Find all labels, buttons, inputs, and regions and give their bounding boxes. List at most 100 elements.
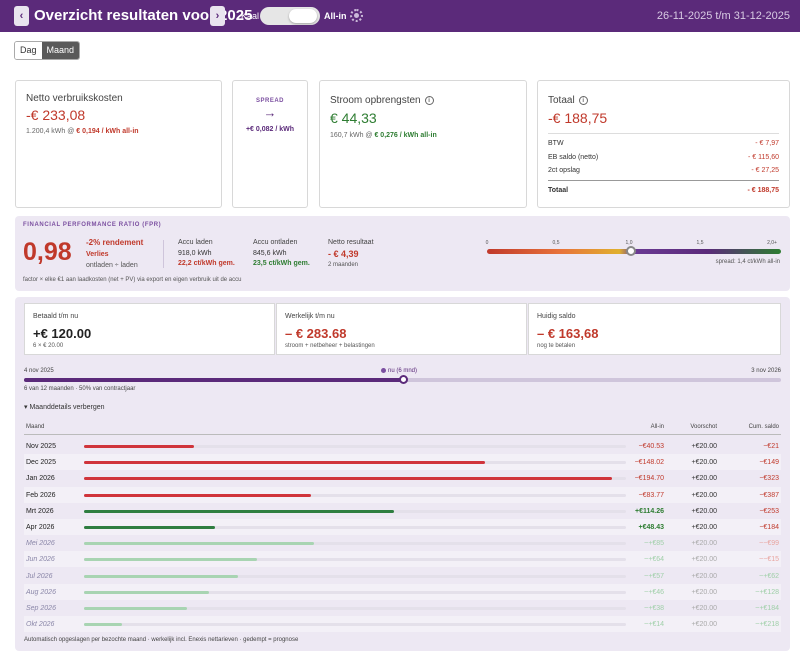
fpr-footnote: factor × elke €1 aan laadkosten (net + P… bbox=[23, 277, 242, 283]
view-switch: Dag Maand bbox=[14, 41, 81, 60]
accu-ontladen-label: Accu ontladen bbox=[253, 239, 298, 246]
progress-fill bbox=[24, 378, 403, 382]
row-voorschot: +€20.00 bbox=[691, 605, 718, 612]
row-allin: −€83.77 bbox=[638, 491, 665, 499]
total-row: Totaal - € 188,75 bbox=[548, 187, 779, 199]
betaald-card: Betaald t/m nu +€ 120.00 6 × € 20.00 bbox=[24, 303, 275, 355]
werkelijk-card: Werkelijk t/m nu – € 283.68 stroom + net… bbox=[276, 303, 527, 355]
view-option-dag[interactable]: Dag bbox=[15, 42, 42, 59]
table-row: Jul 2026 ~+€57 +€20.00 ~+€62 bbox=[24, 568, 781, 584]
spread-note: spread: 1,4 ct/kWh all-in bbox=[715, 259, 780, 265]
row-voorschot: +€20.00 bbox=[691, 459, 718, 467]
row-cum-saldo: ~−€15 bbox=[759, 556, 779, 564]
dot-icon bbox=[381, 368, 386, 373]
info-icon[interactable]: i bbox=[578, 95, 588, 105]
chevron-left-icon: ‹ bbox=[19, 10, 24, 22]
gauge-tick: 2,0+ bbox=[767, 240, 777, 246]
netto-verbruik-card: Netto verbruikskosten -€ 233,08 1.200,4 … bbox=[15, 80, 222, 208]
row-bar-track bbox=[84, 623, 626, 627]
fpr-gauge-marker bbox=[626, 246, 637, 256]
row-voorschot: +€20.00 bbox=[691, 507, 718, 515]
timeline-caption: 6 van 12 maanden · 50% van contractjaar bbox=[24, 386, 136, 392]
row-bar bbox=[84, 445, 194, 448]
netto-sub: 1.200,4 kWh @ € 0,194 / kWh all-in bbox=[26, 128, 139, 135]
row-voorschot: +€20.00 bbox=[691, 588, 718, 596]
row-cum-saldo: −€21 bbox=[763, 443, 779, 450]
row-month: Apr 2026 bbox=[26, 524, 55, 531]
row-bar-track bbox=[84, 574, 626, 578]
row-bar-track bbox=[84, 607, 626, 610]
netto-resultaat-sub: 2 maanden bbox=[328, 262, 359, 268]
timeline-start: 4 nov 2025 bbox=[24, 368, 54, 374]
row-allin: +€48.43 bbox=[638, 524, 665, 531]
row-bar-track bbox=[84, 590, 626, 594]
accu-laden-kwh: 918,0 kWh bbox=[178, 250, 212, 257]
opbrengst-title: Stroom opbrengsten bbox=[330, 95, 421, 106]
card-title: Totaal i bbox=[548, 95, 588, 106]
row-bar-track bbox=[84, 526, 626, 529]
accu-ontladen-kwh: 845,6 kWh bbox=[253, 250, 287, 257]
card-title: Netto verbruikskosten bbox=[26, 93, 123, 104]
gauge-tick: 0,5 bbox=[552, 240, 560, 246]
table-row: Okt 2026 ~+€14 +€20.00 ~+€218 bbox=[24, 616, 781, 633]
row-bar bbox=[84, 477, 612, 481]
table-row: Dec 2025 −€148.02 +€20.00 −€149 bbox=[24, 454, 781, 471]
saldo-card: Huidig saldo – € 163,68 nog te betalen bbox=[528, 303, 781, 355]
col-allin: All-in bbox=[650, 424, 664, 430]
row-allin: −€148.02 bbox=[634, 459, 664, 467]
info-icon[interactable]: i bbox=[424, 95, 434, 105]
row-voorschot: +€20.00 bbox=[691, 621, 718, 629]
stat-sub: nog te betalen bbox=[537, 343, 576, 349]
table-row: Sep 2026 ~+€38 +€20.00 ~+€184 bbox=[24, 600, 781, 616]
fpr-status-sub: ontladen ÷ laden bbox=[86, 262, 138, 269]
opbrengst-value: € 44,33 bbox=[330, 110, 377, 126]
row-allin: ~+€64 bbox=[644, 556, 664, 564]
row-voorschot: +€20.00 bbox=[691, 540, 718, 548]
fpr-ratio: 0,98 bbox=[23, 238, 72, 266]
timeline-end: 3 nov 2026 bbox=[751, 368, 781, 374]
row-allin: +€114.26 bbox=[634, 507, 664, 515]
table-row: Nov 2025 −€40.53 +€20.00 −€21 bbox=[24, 438, 781, 454]
row-label: EB saldo (netto) bbox=[548, 154, 599, 161]
opbrengst-price: € 0,276 / kWh all-in bbox=[374, 132, 437, 139]
netto-value: -€ 233,08 bbox=[26, 107, 86, 123]
table-row: Jan 2026 −€194.70 +€20.00 −€323 bbox=[24, 470, 781, 486]
month-details-toggle[interactable]: ▾ Maanddetails verbergen bbox=[24, 404, 105, 411]
fpr-panel: FINANCIAL PERFORMANCE RATIO (FPR) 0,98 -… bbox=[15, 216, 790, 291]
eb-saldo-row: EB saldo (netto) - € 115,60 bbox=[548, 154, 779, 166]
netto-price: € 0,194 / kWh all-in bbox=[76, 128, 139, 135]
row-cum-saldo: ~−€99 bbox=[759, 540, 779, 548]
row-allin: ~+€46 bbox=[644, 588, 664, 596]
page-title: Overzicht resultaten voor 2025 bbox=[34, 7, 253, 24]
stroom-opbrengsten-card: Stroom opbrengsten i € 44,33 160,7 kWh @ … bbox=[319, 80, 527, 208]
accu-laden-price: 22,2 ct/kWh gem. bbox=[178, 260, 235, 267]
row-allin: ~+€57 bbox=[644, 572, 664, 580]
row-allin: ~+€85 bbox=[644, 540, 664, 548]
row-cum-saldo: −€184 bbox=[759, 524, 779, 531]
top-bar: ‹ Overzicht resultaten voor 2025 › Kaal … bbox=[0, 0, 800, 32]
view-option-maand[interactable]: Maand bbox=[41, 42, 80, 59]
period-range: 26-11-2025 t/m 31-12-2025 bbox=[656, 10, 790, 22]
row-bar bbox=[84, 623, 122, 627]
fpr-status: Verlies bbox=[86, 251, 109, 258]
stat-value: – € 283.68 bbox=[285, 326, 347, 341]
row-label: 2ct opslag bbox=[548, 167, 580, 174]
stat-value: – € 163,68 bbox=[537, 326, 599, 341]
divider bbox=[163, 240, 164, 268]
next-year-button[interactable]: › bbox=[210, 6, 225, 26]
opbrengst-sub: 160,7 kWh @ € 0,276 / kWh all-in bbox=[330, 132, 437, 139]
row-month: Feb 2026 bbox=[26, 491, 56, 499]
kaal-allin-toggle[interactable] bbox=[260, 7, 320, 25]
row-month: Dec 2025 bbox=[26, 459, 56, 467]
gear-icon[interactable] bbox=[350, 9, 363, 22]
totaal-value: -€ 188,75 bbox=[548, 110, 608, 126]
col-month: Maand bbox=[26, 424, 45, 430]
row-cum-saldo: ~+€128 bbox=[755, 588, 779, 596]
toggle-label-allin: All-in bbox=[324, 11, 347, 21]
fpr-title: FINANCIAL PERFORMANCE RATIO (FPR) bbox=[23, 222, 162, 228]
row-cum-saldo: ~+€218 bbox=[755, 621, 779, 629]
spread-label: SPREAD bbox=[255, 98, 284, 104]
toggle-knob bbox=[289, 9, 317, 23]
row-cum-saldo: ~+€62 bbox=[759, 572, 779, 580]
previous-year-button[interactable]: ‹ bbox=[14, 6, 29, 26]
